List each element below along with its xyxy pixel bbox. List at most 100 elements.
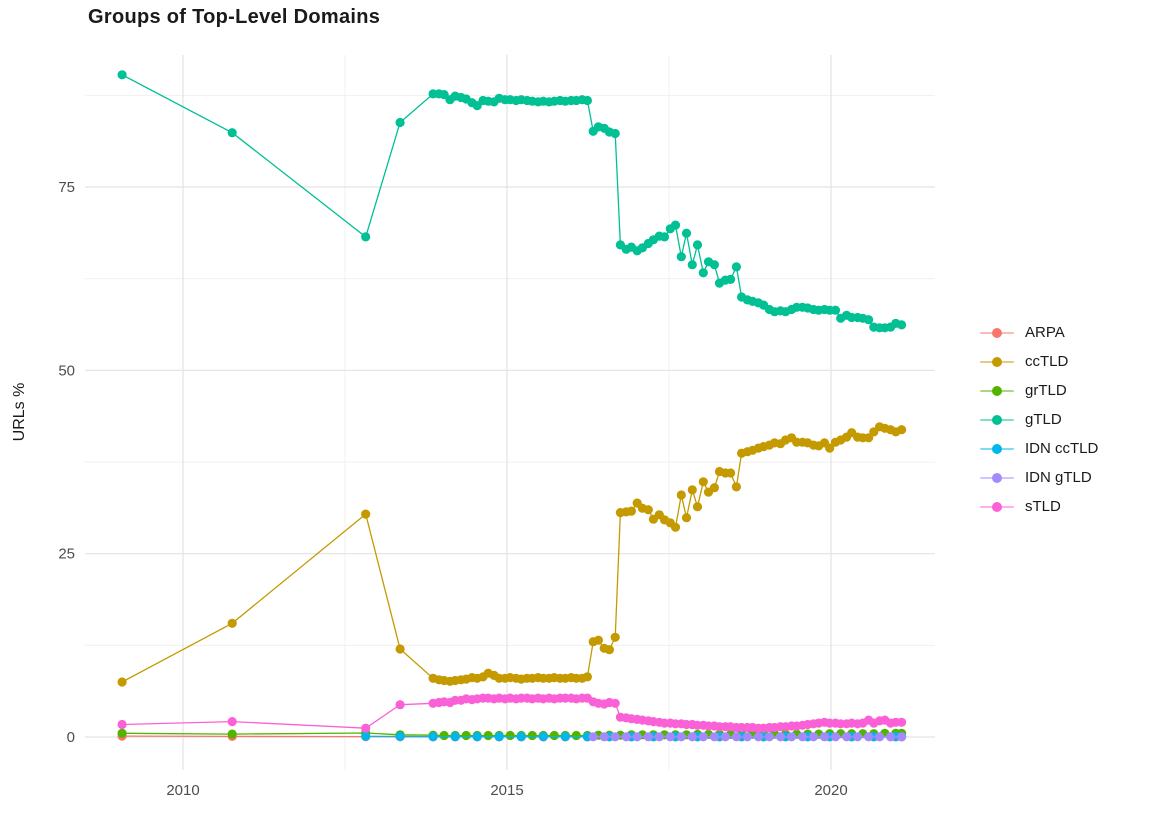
data-point <box>831 732 840 741</box>
data-point <box>396 700 405 709</box>
data-point <box>710 732 719 741</box>
data-point <box>228 717 237 726</box>
data-point <box>677 732 686 741</box>
data-point <box>897 718 906 727</box>
data-point <box>842 732 851 741</box>
data-point <box>611 633 620 642</box>
legend-item-stld: sTLD <box>980 492 1098 521</box>
series-line-gtld <box>122 75 902 328</box>
data-point <box>451 732 460 741</box>
data-point <box>699 268 708 277</box>
data-point <box>506 731 515 740</box>
data-point <box>754 732 763 741</box>
legend-dot-icon <box>992 357 1002 367</box>
data-point <box>583 672 592 681</box>
x-tick-label: 2010 <box>166 782 199 799</box>
data-point <box>721 732 730 741</box>
data-point <box>688 260 697 269</box>
legend-item-idn-cctld: IDN ccTLD <box>980 434 1098 463</box>
data-point <box>627 507 636 516</box>
data-point <box>699 732 708 741</box>
legend-dot-icon <box>992 473 1002 483</box>
data-point <box>611 699 620 708</box>
data-point <box>118 677 127 686</box>
data-point <box>682 513 691 522</box>
data-point <box>875 732 884 741</box>
data-point <box>589 732 598 741</box>
data-point <box>831 306 840 315</box>
data-point <box>798 732 807 741</box>
data-point <box>550 731 559 740</box>
legend-key-icon <box>980 471 1014 485</box>
data-point <box>853 732 862 741</box>
data-point <box>688 485 697 494</box>
legend-dot-icon <box>992 386 1002 396</box>
data-point <box>688 732 697 741</box>
legend-label: gTLD <box>1025 411 1062 428</box>
data-point <box>671 221 680 230</box>
data-point <box>583 96 592 105</box>
data-point <box>611 129 620 138</box>
legend-dot-icon <box>992 415 1002 425</box>
data-point <box>765 732 774 741</box>
data-point <box>864 315 873 324</box>
data-point <box>462 731 471 740</box>
y-tick-label: 0 <box>67 729 75 746</box>
data-point <box>732 732 741 741</box>
legend-dot-icon <box>992 444 1002 454</box>
legend-dot-icon <box>992 502 1002 512</box>
data-point <box>605 645 614 654</box>
legend-label: sTLD <box>1025 498 1061 515</box>
data-point <box>693 502 702 511</box>
data-point <box>666 732 675 741</box>
data-point <box>429 732 438 741</box>
data-point <box>710 483 719 492</box>
data-point <box>118 70 127 79</box>
data-point <box>228 128 237 137</box>
chart-title: Groups of Top-Level Domains <box>88 6 380 29</box>
legend-item-grtld: grTLD <box>980 376 1098 405</box>
data-point <box>726 468 735 477</box>
data-point <box>710 260 719 269</box>
data-point <box>396 732 405 741</box>
legend-key-icon <box>980 413 1014 427</box>
y-tick-label: 50 <box>58 362 75 379</box>
data-point <box>517 732 526 741</box>
data-point <box>611 732 620 741</box>
data-point <box>677 490 686 499</box>
data-point <box>396 644 405 653</box>
series-line-cctld <box>122 427 902 682</box>
data-point <box>732 482 741 491</box>
data-point <box>594 636 603 645</box>
legend-key-icon <box>980 442 1014 456</box>
data-point <box>743 732 752 741</box>
data-point <box>886 732 895 741</box>
legend-key-icon <box>980 355 1014 369</box>
series-idn-gtld <box>589 732 907 741</box>
data-point <box>495 732 504 741</box>
y-tick-label: 75 <box>58 179 75 196</box>
data-point <box>787 732 796 741</box>
legend-label: IDN gTLD <box>1025 469 1092 486</box>
x-tick-label: 2020 <box>814 782 847 799</box>
data-point <box>118 729 127 738</box>
legend-key-icon <box>980 384 1014 398</box>
legend-item-idn-gtld: IDN gTLD <box>980 463 1098 492</box>
legend-label: ccTLD <box>1025 353 1068 370</box>
data-point <box>732 262 741 271</box>
data-point <box>118 720 127 729</box>
legend-dot-icon <box>992 328 1002 338</box>
data-point <box>864 732 873 741</box>
data-point <box>655 732 664 741</box>
legend-item-arpa: ARPA <box>980 318 1098 347</box>
data-point <box>897 732 906 741</box>
x-tick-label: 2015 <box>490 782 523 799</box>
data-point <box>671 523 680 532</box>
data-point <box>644 732 653 741</box>
legend-item-gtld: gTLD <box>980 405 1098 434</box>
data-point <box>726 275 735 284</box>
data-point <box>897 320 906 329</box>
data-point <box>228 619 237 628</box>
